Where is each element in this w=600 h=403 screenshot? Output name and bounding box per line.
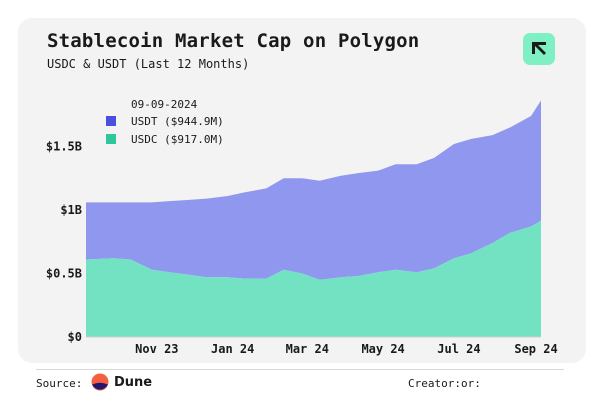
legend-date: 09-09-2024 (131, 98, 198, 111)
source-label: Source: (36, 377, 83, 390)
y-tick-label: $1B (60, 203, 82, 217)
series-area-usdt (86, 100, 541, 280)
footer-divider (36, 369, 564, 370)
x-tick-label: Sep 24 (514, 342, 557, 356)
y-tick-label: $0.5B (46, 267, 82, 281)
creator-value: or: (460, 377, 481, 390)
y-tick-label: $1.5B (46, 140, 82, 154)
brand-logo-icon (523, 33, 555, 65)
legend-entry-usdc: USDC ($917.0M) (131, 133, 224, 146)
chart-subtitle: USDC & USDT (Last 12 Months) (47, 57, 250, 71)
legend-entry-usdt: USDT ($944.9M) (131, 115, 224, 128)
x-tick-label: May 24 (361, 342, 404, 356)
source-name[interactable]: Dune (114, 375, 153, 390)
series-area-usdc (86, 220, 541, 337)
y-tick-label: $0 (68, 330, 82, 344)
x-tick-label: Mar 24 (286, 342, 329, 356)
x-tick-label: Jul 24 (437, 342, 480, 356)
chart-title: Stablecoin Market Cap on Polygon (47, 30, 420, 52)
legend-swatch-usdc (106, 134, 116, 144)
x-tick-label: Jan 24 (211, 342, 254, 356)
legend-swatch-usdt (106, 116, 116, 126)
creator-label: Creator: (408, 377, 461, 390)
creator-credit: Creator:or: (408, 377, 481, 390)
dune-logo-icon (91, 373, 109, 391)
x-tick-label: Nov 23 (135, 342, 178, 356)
